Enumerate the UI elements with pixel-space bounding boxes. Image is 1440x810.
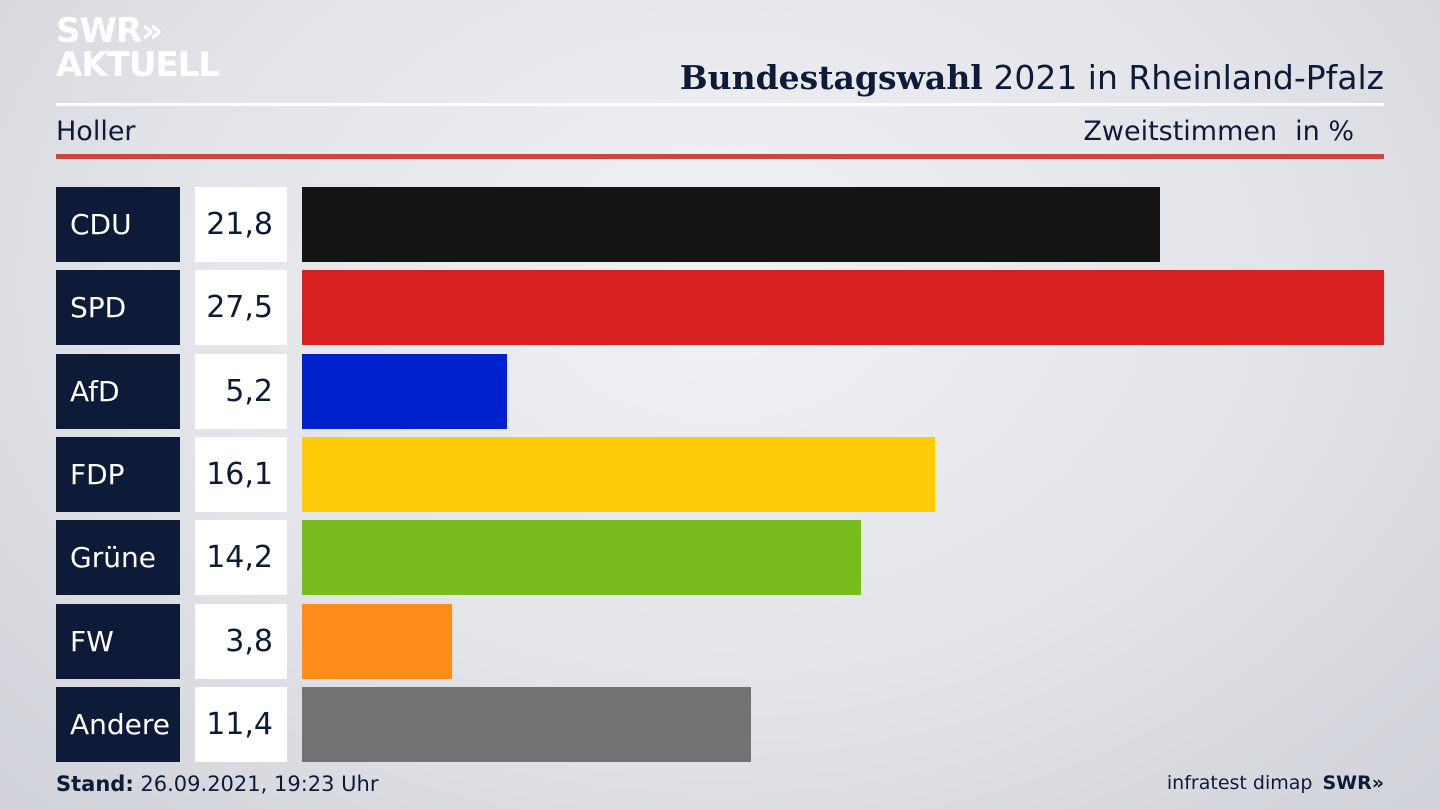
header-divider — [56, 103, 1384, 106]
timestamp-value: 26.09.2021, 19:23 Uhr — [133, 772, 379, 796]
swr-logo-small: SWR» — [1322, 772, 1384, 794]
bar-grüne — [302, 520, 861, 595]
value-label: 14,2 — [195, 520, 287, 595]
vote-type-text: Zweitstimmen — [1083, 116, 1278, 147]
subheader-divider — [56, 154, 1384, 159]
party-label: AfD — [56, 354, 180, 429]
party-label: Andere — [56, 687, 180, 762]
chart-title-bold: Bundestagswahl — [679, 58, 983, 97]
source-credit: infratest dimap SWR» — [1167, 772, 1384, 794]
value-label: 5,2 — [195, 354, 287, 429]
bar-fdp — [302, 437, 935, 512]
source-name: infratest dimap — [1166, 772, 1313, 794]
bar-fw — [302, 604, 452, 679]
value-label: 3,8 — [195, 604, 287, 679]
party-label: FDP — [56, 437, 180, 512]
timestamp-label: Stand: — [56, 772, 134, 796]
bar-andere — [302, 687, 751, 762]
value-label: 11,4 — [195, 687, 287, 762]
bar-afd — [302, 354, 507, 429]
chart-title: Bundestagswahl 2021 in Rheinland-Pfalz — [680, 58, 1384, 97]
value-label: 27,5 — [195, 270, 287, 345]
timestamp: Stand: 26.09.2021, 19:23 Uhr — [56, 772, 379, 796]
bar-cdu — [302, 187, 1160, 262]
vote-type-label: Zweitstimmen in % — [1083, 116, 1354, 147]
swr-aktuell-logo: SWR» AKTUELL — [56, 11, 220, 85]
party-label: Grüne — [56, 520, 180, 595]
location-label: Holler — [56, 116, 136, 147]
value-label: 16,1 — [195, 437, 287, 512]
chart-title-rest: 2021 in Rheinland-Pfalz — [982, 58, 1384, 97]
bar-spd — [302, 270, 1384, 345]
party-label: CDU — [56, 187, 180, 262]
party-label: FW — [56, 604, 180, 679]
value-label: 21,8 — [195, 187, 287, 262]
party-label: SPD — [56, 270, 180, 345]
unit-label: in % — [1295, 116, 1354, 147]
